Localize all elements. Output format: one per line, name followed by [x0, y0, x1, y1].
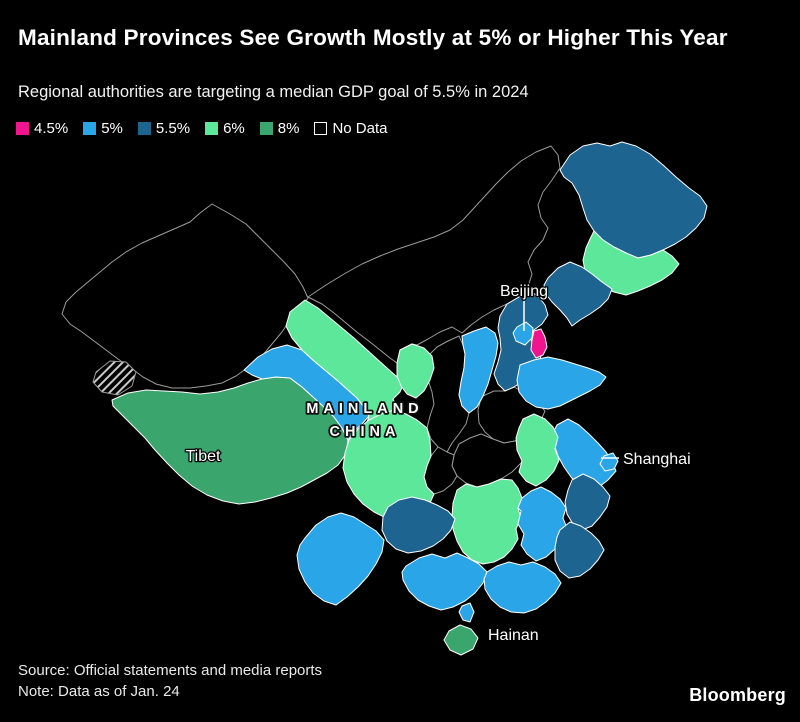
legend-item-4-5: 4.5% [16, 120, 68, 137]
province-hunan [451, 478, 523, 565]
label-hainan: Hainan [488, 627, 539, 644]
province-tibet [111, 376, 349, 505]
footer: Source: Official statements and media re… [18, 660, 322, 702]
page-title: Mainland Provinces See Growth Mostly at … [18, 25, 728, 50]
province-heilongjiang [559, 141, 708, 259]
province-ningxia [396, 343, 435, 399]
province-guizhou [381, 496, 456, 554]
label-tibet: Tibet [186, 448, 222, 465]
legend-label-5-5: 5.5% [155, 120, 191, 137]
source-note: Source: Official statements and media re… [18, 662, 323, 679]
label-beijing: Beijing [500, 283, 548, 300]
legend-swatch-8 [259, 122, 273, 135]
province-anhui [515, 413, 560, 487]
legend-label-6: 6% [223, 120, 245, 137]
province-shandong [516, 356, 607, 410]
legend-swatch-5 [83, 122, 97, 135]
province-hainan [443, 624, 479, 656]
legend-label-no-data: No Data [332, 120, 388, 137]
legend-label-5: 5% [101, 120, 123, 137]
province-jilin [582, 230, 680, 296]
data-note: Note: Data as of Jan. 24 [18, 683, 180, 700]
province-liaoning [543, 261, 613, 327]
label-mainland-china-line2: CHINA [330, 424, 401, 440]
province-beijing [512, 321, 534, 346]
legend-swatch-no-data [314, 122, 328, 135]
legend-item-5-5: 5.5% [137, 120, 191, 137]
bloomberg-logo: Bloomberg [689, 685, 786, 705]
province-xinjiang [61, 203, 309, 389]
disputed-area-hatch [92, 360, 137, 396]
province-yunnan [296, 512, 385, 606]
province-fujian [554, 521, 605, 579]
legend-label-4-5: 4.5% [34, 120, 69, 137]
legend-label-8: 8% [277, 120, 300, 137]
label-mainland-china-line1: MAINLAND [306, 401, 423, 417]
province-zhejiang [564, 473, 611, 531]
legend-item-5: 5% [83, 120, 123, 137]
province-sichuan [342, 409, 435, 522]
legend-item-8: 8% [259, 120, 300, 137]
province-guangxi [401, 552, 488, 611]
province-shanxi [458, 326, 499, 414]
legend-item-no-data: No Data [314, 120, 388, 137]
legend-swatch-5-5 [137, 122, 151, 135]
province-tianjin [530, 328, 548, 359]
province-guangdong [458, 561, 562, 623]
legend-item-6: 6% [205, 120, 245, 137]
page-subtitle: Regional authorities are targeting a med… [18, 83, 529, 101]
legend-swatch-6 [205, 122, 219, 135]
label-shanghai: Shanghai [623, 451, 691, 468]
legend: 4.5% 5% 5.5% 6% 8% No Data [16, 120, 388, 137]
legend-swatch-4-5 [16, 122, 29, 135]
